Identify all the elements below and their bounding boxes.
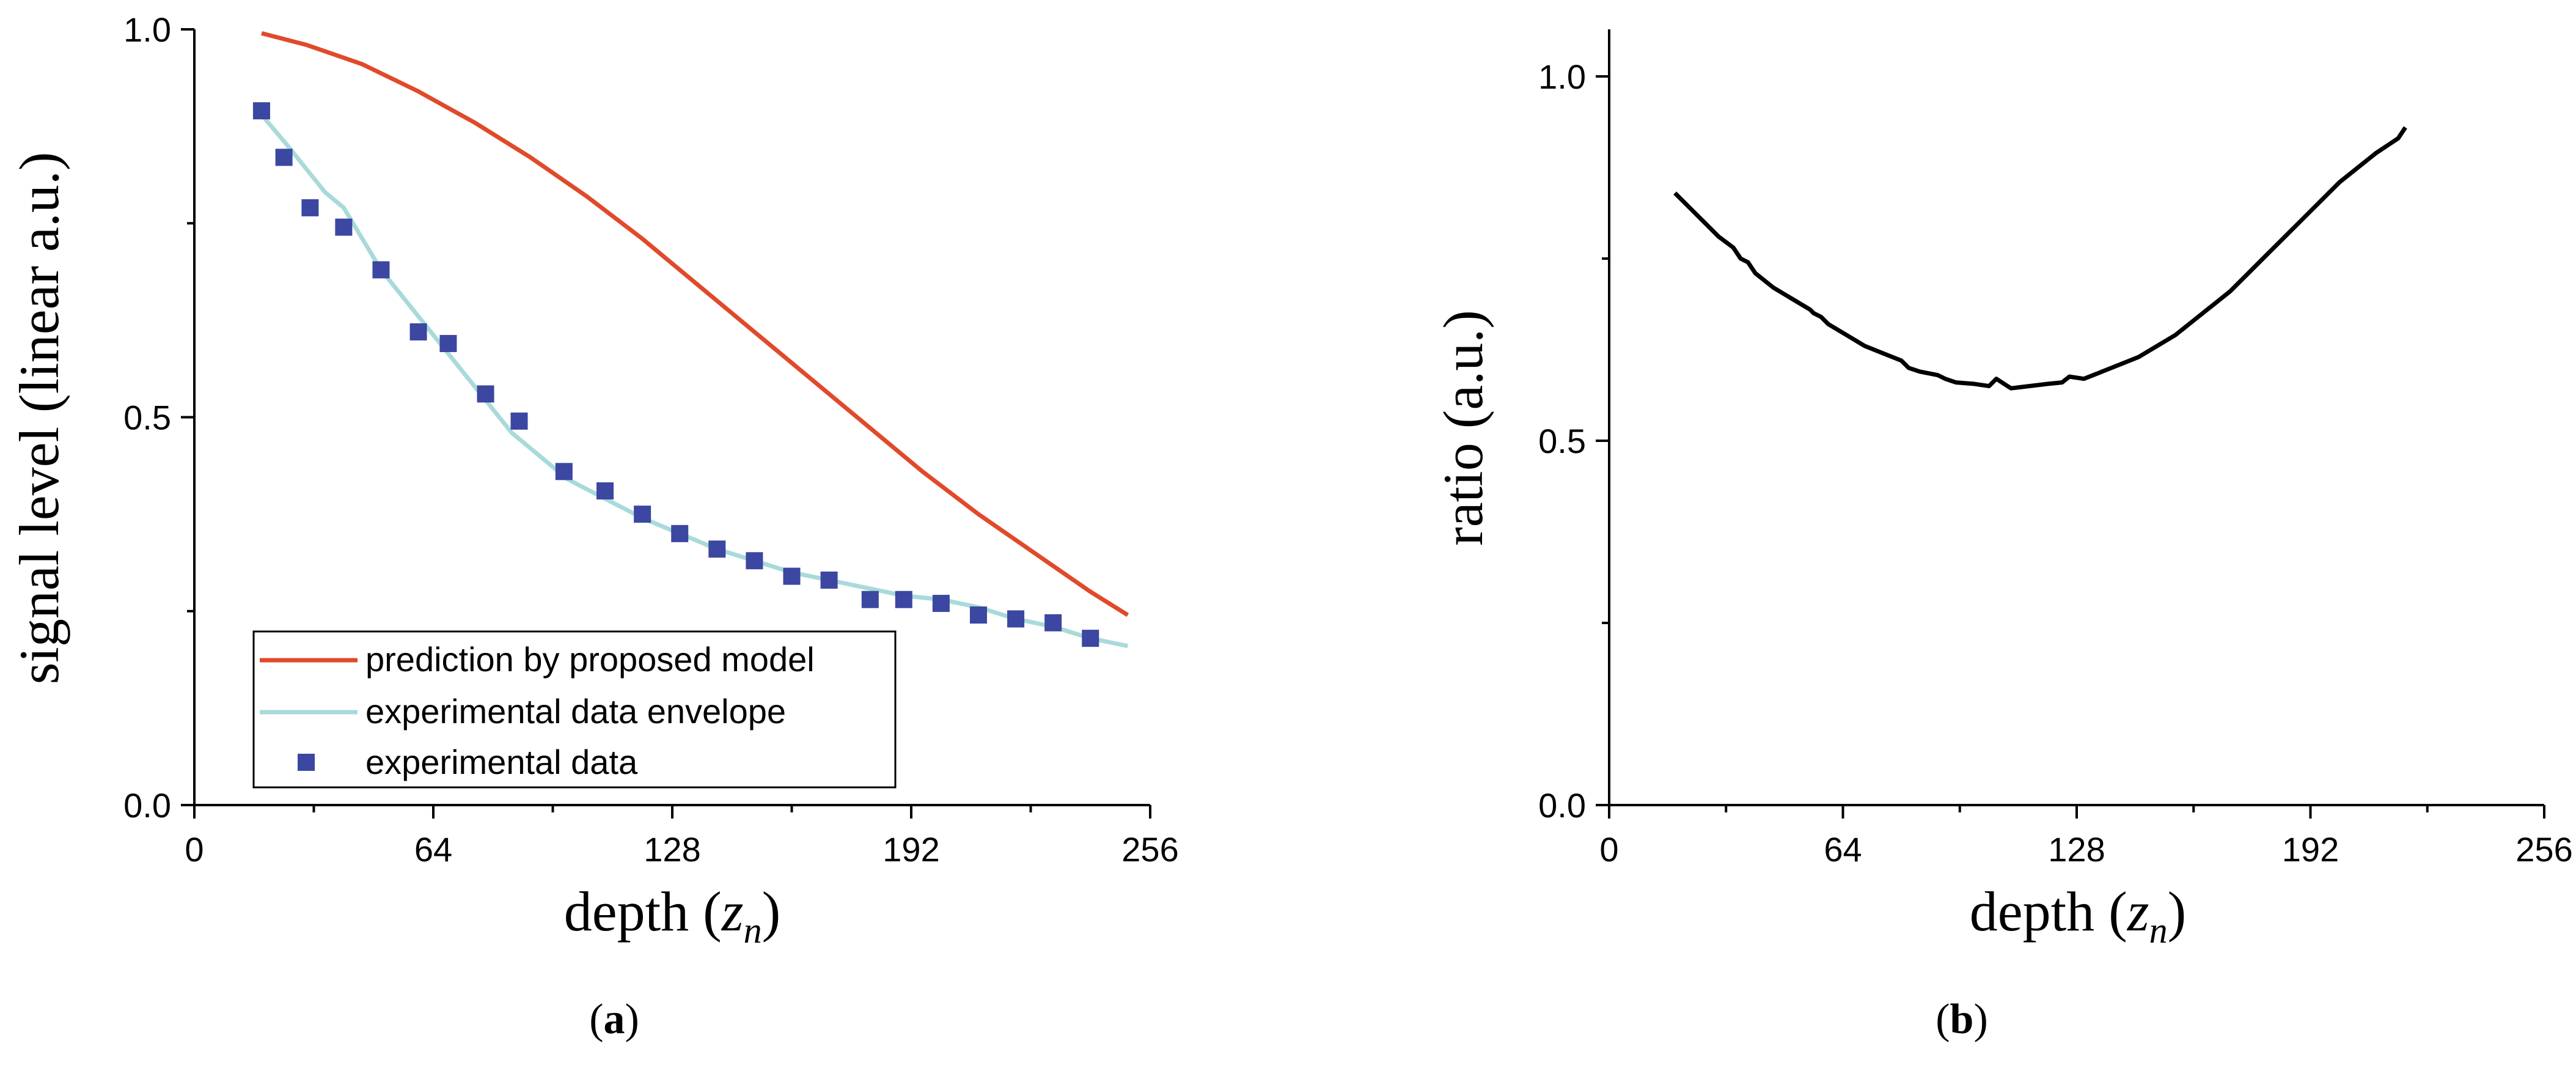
panel-b-x-tick-label: 0 — [1599, 830, 1618, 869]
data-point — [783, 567, 801, 585]
panel-a-y-tick-label: 0.5 — [123, 399, 171, 437]
series-ratio-line — [1673, 126, 2407, 391]
data-point — [1082, 630, 1099, 647]
panel-a-y-tick-label: 1.0 — [123, 10, 171, 49]
panel-a-y-axis-label: signal level (linear a.u.) — [8, 152, 70, 684]
legend-label-data: experimental data — [365, 743, 638, 781]
data-point — [969, 606, 987, 624]
data-point — [634, 506, 651, 523]
data-point — [301, 199, 319, 216]
data-point — [477, 385, 494, 403]
data-point — [1007, 610, 1025, 628]
data-point — [895, 591, 912, 608]
panel-a-x-tick-label: 256 — [1121, 830, 1178, 869]
panel-a-x-axis-label: depth (zn) — [564, 880, 781, 951]
data-point — [820, 571, 838, 589]
data-point — [1044, 614, 1062, 631]
panel-a-x-tick-label: 128 — [644, 830, 700, 869]
data-point — [708, 540, 726, 558]
data-point — [861, 591, 879, 608]
data-point — [252, 102, 270, 120]
data-point — [510, 412, 528, 430]
panel-a-x-tick-label: 0 — [185, 830, 204, 869]
data-point — [275, 149, 293, 166]
legend-label-prediction: prediction by proposed model — [365, 640, 815, 679]
data-point — [932, 595, 950, 613]
panel-a-letter: a — [604, 996, 625, 1043]
panel-b-y-tick-label: 1.0 — [1538, 57, 1586, 96]
panel-a-x-tick-label: 192 — [883, 830, 939, 869]
panel-b-x-label-var: z — [2126, 880, 2149, 943]
panel-b-y-axis-label: ratio (a.u.) — [1432, 310, 1494, 546]
panel-b-x-tick-label: 256 — [2515, 830, 2572, 869]
panel-a-x-label-text: depth — [564, 880, 689, 943]
legend-label-envelope: experimental data envelope — [365, 692, 786, 731]
data-point — [596, 482, 614, 500]
data-point — [746, 552, 763, 570]
panel-b-x-tick-label: 192 — [2282, 830, 2339, 869]
data-point — [409, 323, 427, 340]
panel-a-legend: prediction by proposed model experimenta… — [252, 630, 897, 789]
panel-b-letter: b — [1950, 996, 1974, 1043]
panel-a-x-tick-label: 64 — [414, 830, 452, 869]
panel-b-chart: 0 64 128 192 256 0.0 0.5 1.0 ratio (a.u.) dept… — [1432, 29, 2573, 1043]
panel-b-label: (b) — [1936, 996, 1988, 1043]
legend-box — [252, 630, 897, 789]
series-prediction-line — [261, 31, 1129, 617]
panel-a-label: (a) — [589, 996, 639, 1043]
data-point — [555, 463, 573, 480]
data-point — [439, 334, 457, 352]
panel-b-x-tick-label: 64 — [1824, 830, 1862, 869]
panel-a-y-tick-label: 0.0 — [123, 786, 171, 825]
panel-b-y-tick-label: 0.5 — [1538, 422, 1586, 460]
legend-swatch-data — [298, 754, 315, 771]
data-point — [335, 218, 353, 236]
series-envelope-line — [260, 113, 1129, 649]
panel-a-chart: 0 64 128 192 256 0.0 0.5 1.0 signal level (lin… — [8, 10, 1179, 1043]
panel-a-x-label-var: z — [721, 880, 744, 943]
panel-b-x-label-text: depth — [1970, 880, 2094, 943]
panel-a-x-label-sub: n — [744, 910, 762, 951]
panel-b-y-tick-label: 0.0 — [1538, 786, 1586, 825]
panel-b-x-label-sub: n — [2149, 910, 2168, 951]
panel-b-x-tick-label: 128 — [2048, 830, 2105, 869]
panel-b-x-axis-label: depth (zn) — [1970, 880, 2187, 951]
data-point — [372, 261, 390, 279]
data-point — [671, 524, 689, 542]
